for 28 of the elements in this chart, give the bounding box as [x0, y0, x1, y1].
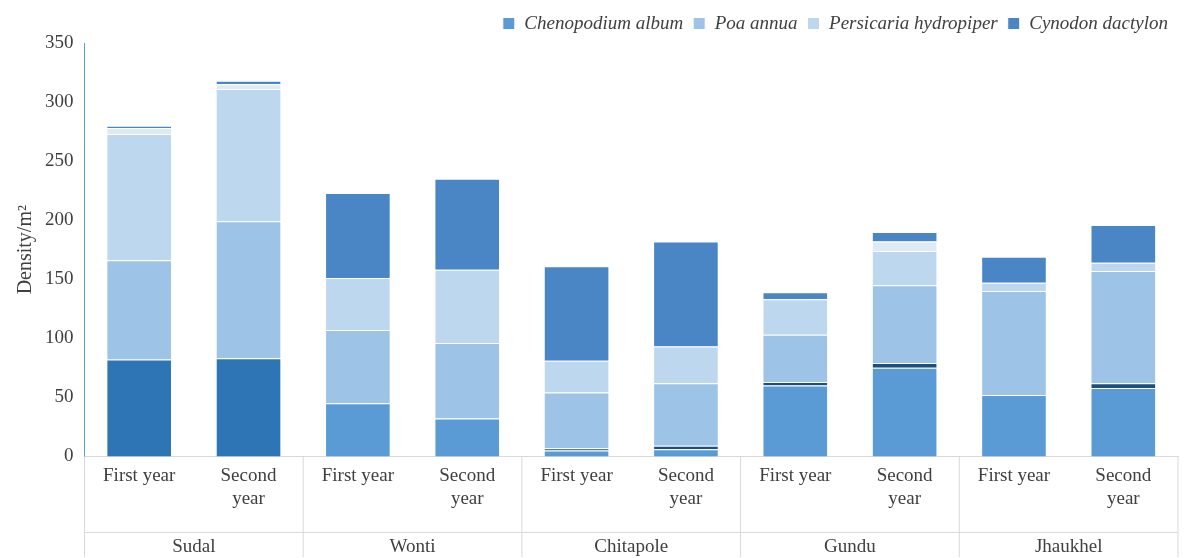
- legend-label: Cynodon dactylon: [1029, 11, 1168, 33]
- y-axis-title: Density/m²: [13, 205, 37, 295]
- legend-label: Chenopodium album: [524, 11, 684, 33]
- text: Chitapole: [594, 534, 669, 556]
- x-tick-label: Second year: [439, 463, 496, 508]
- x-tick-label: First year: [321, 463, 395, 485]
- x-tick-label: First year: [759, 463, 833, 485]
- y-tick-label: 350: [45, 30, 74, 52]
- y-tick-label: 250: [45, 149, 74, 171]
- y-tick-label: 50: [54, 385, 74, 407]
- y-tick-label: 100: [45, 326, 74, 348]
- y-tick-label: 200: [45, 208, 74, 230]
- y-tick-label: 300: [45, 90, 74, 112]
- x-tick-label: Second year: [876, 463, 934, 508]
- text: Gundu: [824, 534, 877, 556]
- text: Jhaukhel: [1034, 534, 1103, 556]
- x-tick-label: First year: [977, 463, 1051, 485]
- x-tick-label: Second year: [657, 463, 715, 508]
- x-tick-label: First year: [103, 463, 176, 485]
- legend-label: Poa annua: [713, 11, 798, 33]
- x-tick-label: Second year: [1095, 463, 1152, 508]
- x-tick-label: First year: [540, 463, 614, 485]
- y-tick-label: 150: [45, 267, 74, 289]
- text: Wonti: [389, 534, 436, 556]
- text: Sudal: [172, 534, 216, 556]
- y-tick-label: 0: [64, 444, 74, 466]
- x-tick-label: Second year: [220, 463, 277, 508]
- legend-label: Persicaria hydropiper: [828, 11, 999, 33]
